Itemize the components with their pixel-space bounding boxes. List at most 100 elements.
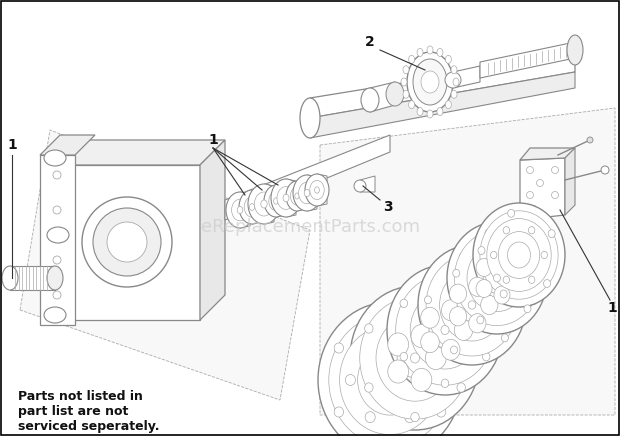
Ellipse shape — [502, 334, 508, 342]
Ellipse shape — [365, 412, 375, 422]
Polygon shape — [225, 135, 390, 220]
Ellipse shape — [407, 52, 453, 112]
Polygon shape — [320, 108, 615, 415]
Ellipse shape — [544, 279, 551, 287]
Ellipse shape — [587, 137, 593, 143]
Ellipse shape — [232, 199, 249, 221]
Ellipse shape — [269, 191, 283, 211]
Ellipse shape — [552, 167, 559, 174]
Ellipse shape — [552, 191, 559, 198]
Ellipse shape — [254, 192, 273, 216]
Ellipse shape — [299, 182, 316, 204]
Ellipse shape — [417, 108, 423, 116]
Ellipse shape — [494, 286, 510, 304]
Ellipse shape — [334, 343, 343, 353]
Ellipse shape — [468, 301, 476, 309]
Ellipse shape — [425, 375, 435, 385]
Polygon shape — [520, 158, 565, 220]
Ellipse shape — [421, 332, 439, 353]
Ellipse shape — [418, 245, 526, 365]
Polygon shape — [445, 265, 461, 395]
Text: Parts not listed in
part list are not
serviced seperately.: Parts not listed in part list are not se… — [18, 390, 159, 433]
Ellipse shape — [403, 90, 409, 98]
Polygon shape — [20, 130, 310, 400]
Ellipse shape — [426, 254, 518, 356]
Ellipse shape — [453, 269, 459, 277]
Polygon shape — [310, 55, 575, 118]
Ellipse shape — [290, 187, 304, 205]
Ellipse shape — [261, 200, 267, 208]
Ellipse shape — [388, 360, 409, 383]
Ellipse shape — [82, 197, 172, 287]
Ellipse shape — [350, 286, 480, 430]
Ellipse shape — [347, 333, 433, 427]
Ellipse shape — [427, 110, 433, 118]
Ellipse shape — [411, 294, 419, 303]
Ellipse shape — [507, 276, 514, 284]
Ellipse shape — [385, 311, 395, 321]
Ellipse shape — [376, 315, 454, 401]
Ellipse shape — [508, 242, 531, 268]
Polygon shape — [415, 286, 431, 430]
Ellipse shape — [526, 191, 533, 198]
Ellipse shape — [53, 291, 61, 299]
Ellipse shape — [459, 253, 466, 261]
Ellipse shape — [441, 300, 460, 320]
Ellipse shape — [451, 66, 457, 74]
Ellipse shape — [445, 55, 451, 63]
Ellipse shape — [264, 185, 288, 217]
Ellipse shape — [498, 232, 539, 279]
Ellipse shape — [249, 204, 255, 211]
Ellipse shape — [445, 101, 451, 109]
Ellipse shape — [244, 197, 260, 217]
Ellipse shape — [400, 299, 407, 307]
Ellipse shape — [528, 276, 535, 283]
Ellipse shape — [93, 208, 161, 276]
Ellipse shape — [271, 179, 301, 217]
Polygon shape — [55, 140, 225, 165]
Ellipse shape — [405, 337, 415, 348]
Polygon shape — [497, 222, 513, 334]
Ellipse shape — [421, 71, 439, 93]
Ellipse shape — [437, 108, 443, 116]
Polygon shape — [472, 245, 488, 365]
Polygon shape — [276, 185, 286, 217]
Ellipse shape — [273, 198, 278, 204]
Ellipse shape — [429, 312, 461, 348]
Ellipse shape — [529, 251, 536, 259]
Ellipse shape — [483, 262, 511, 293]
Ellipse shape — [44, 150, 66, 166]
Polygon shape — [286, 179, 296, 217]
Ellipse shape — [107, 222, 147, 262]
Ellipse shape — [445, 72, 461, 88]
Ellipse shape — [441, 272, 449, 281]
Ellipse shape — [480, 296, 498, 315]
Ellipse shape — [454, 320, 473, 341]
Polygon shape — [40, 135, 95, 155]
Polygon shape — [10, 266, 55, 290]
Ellipse shape — [427, 46, 433, 54]
Ellipse shape — [436, 407, 446, 417]
Ellipse shape — [526, 167, 533, 174]
Ellipse shape — [358, 345, 422, 415]
Polygon shape — [252, 190, 262, 224]
Ellipse shape — [447, 222, 547, 334]
Ellipse shape — [425, 296, 432, 304]
Ellipse shape — [453, 78, 459, 86]
Polygon shape — [310, 72, 575, 138]
Ellipse shape — [397, 338, 433, 378]
Ellipse shape — [457, 383, 466, 392]
Ellipse shape — [411, 368, 432, 392]
Polygon shape — [370, 82, 395, 112]
Ellipse shape — [480, 211, 558, 299]
Polygon shape — [390, 302, 406, 436]
Ellipse shape — [237, 206, 243, 214]
Ellipse shape — [283, 194, 289, 202]
Polygon shape — [240, 192, 250, 228]
Ellipse shape — [503, 227, 510, 234]
Ellipse shape — [248, 184, 280, 224]
Ellipse shape — [469, 277, 486, 296]
Polygon shape — [360, 176, 375, 192]
Ellipse shape — [400, 352, 407, 361]
Ellipse shape — [387, 265, 503, 395]
